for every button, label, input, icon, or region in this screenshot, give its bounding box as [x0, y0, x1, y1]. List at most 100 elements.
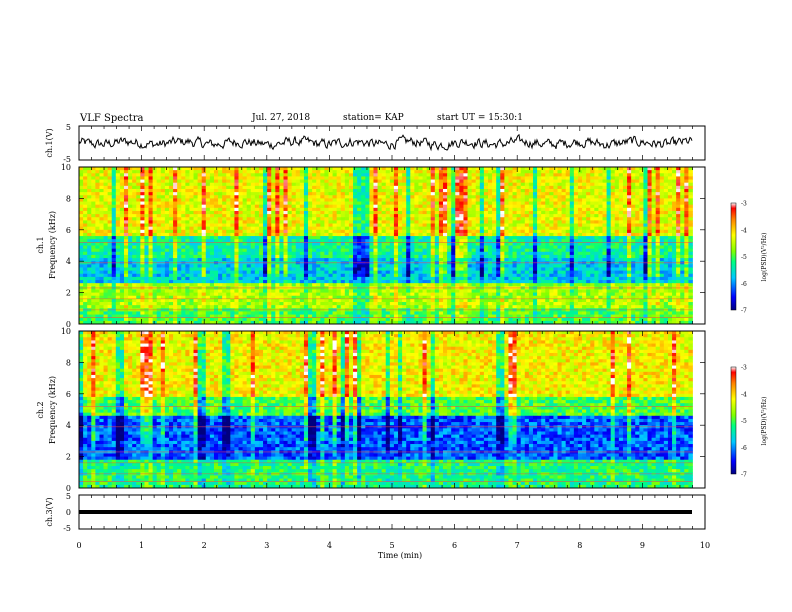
spectrogram-cell	[357, 239, 362, 243]
spectrogram-cell	[410, 248, 415, 253]
spectrogram-cell	[83, 217, 88, 221]
spectrogram-cell	[197, 242, 203, 246]
spectrogram-cell	[676, 185, 681, 190]
spectrogram-cell	[185, 179, 190, 184]
spectrogram-cell	[618, 201, 624, 206]
spectrogram-cell	[267, 192, 272, 196]
spectrogram-cell	[144, 210, 149, 215]
spectrogram-cell	[565, 207, 571, 212]
spectrogram-cell	[532, 248, 538, 253]
spectrogram-cell	[287, 207, 293, 212]
spectrogram-cell	[332, 251, 338, 256]
spectrogram-cell	[667, 226, 673, 231]
spectrogram-cell	[316, 192, 321, 196]
spectrogram-cell	[242, 232, 248, 237]
spectrogram-cell	[160, 232, 166, 237]
spectrogram-cell	[443, 251, 448, 256]
spectrogram-cell	[344, 207, 350, 212]
spectrogram-cell	[602, 232, 607, 237]
spectrogram-cell	[312, 185, 317, 190]
spectrogram-cell	[361, 173, 366, 177]
spectrogram-cell	[455, 192, 460, 196]
spectrogram-cell	[95, 267, 100, 272]
spectrogram-cell	[295, 176, 301, 180]
spectrogram-cell	[672, 264, 677, 268]
spectrogram-cell	[185, 248, 190, 253]
spectrogram-cell	[332, 245, 338, 250]
spectrogram-cell	[672, 254, 677, 259]
spectrogram-cell	[553, 258, 558, 262]
spectrogram-cell	[418, 167, 423, 171]
spectrogram-cell	[173, 251, 178, 256]
spectrogram-cell	[336, 232, 342, 237]
spectrogram-cell	[218, 245, 223, 250]
spectrogram-cell	[152, 167, 158, 171]
spectrogram-cell	[471, 264, 477, 268]
spectrogram-cell	[324, 201, 329, 206]
spectrogram-cell	[418, 173, 423, 177]
spectrogram-cell	[398, 220, 403, 224]
spectrogram-cell	[557, 198, 562, 202]
spectrogram-cell	[586, 173, 591, 177]
spectrogram-cell	[627, 198, 632, 202]
spectrogram-cell	[438, 258, 444, 262]
spectrogram-cell	[234, 245, 239, 250]
spectrogram-cell	[275, 167, 280, 171]
spectrogram-cell	[402, 248, 407, 253]
spectrogram-cell	[99, 267, 104, 272]
spectrogram-cell	[418, 188, 423, 193]
spectrogram-cell	[610, 167, 616, 171]
spectrogram-cell	[144, 217, 149, 221]
spectrogram-cell	[353, 242, 358, 246]
spectrogram-cell	[242, 239, 248, 243]
spectrogram-cell	[303, 207, 309, 212]
spectrogram-cell	[590, 245, 595, 250]
spectrogram-cell	[234, 236, 239, 240]
spectrogram-cell	[500, 192, 505, 196]
spectrogram-cell	[553, 223, 558, 228]
spectrogram-cell	[573, 232, 579, 237]
spectrogram-cell	[684, 207, 689, 212]
spectrogram-cell	[361, 198, 366, 202]
spectrogram-cell	[193, 267, 199, 272]
spectrogram-cell	[250, 223, 256, 228]
spectrogram-cell	[426, 170, 432, 174]
spectrogram-cell	[111, 254, 117, 259]
spectrogram-cell	[291, 267, 297, 272]
spectrogram-cell	[173, 167, 178, 171]
spectrogram-cell	[205, 198, 211, 202]
spectrogram-cell	[561, 217, 567, 221]
spectrogram-cell	[520, 185, 526, 190]
spectrogram-cell	[160, 170, 166, 174]
spectrogram-cell	[606, 220, 612, 224]
spectrogram-cell	[111, 229, 117, 234]
spectrogram-cell	[406, 182, 411, 187]
spectrogram-cell	[455, 167, 460, 171]
spectrogram-cell	[672, 185, 677, 190]
spectrogram-cell	[639, 248, 644, 253]
spectrogram-cell	[508, 167, 513, 171]
spectrogram-cell	[209, 232, 215, 237]
spectrogram-cell	[663, 258, 669, 262]
spectrogram-cell	[438, 195, 444, 199]
spectrogram-cell	[291, 201, 297, 206]
spectrogram-cell	[189, 226, 194, 231]
spectrogram-cell	[361, 229, 366, 234]
spectrogram-cell	[381, 170, 387, 174]
spectrogram-cell	[279, 207, 284, 212]
spectrogram-cell	[602, 226, 607, 231]
spectrogram-cell	[181, 232, 186, 237]
spectrogram-cell	[565, 251, 571, 256]
spectrogram-cell	[479, 236, 485, 240]
spectrogram-cell	[283, 173, 288, 177]
spectrogram-cell	[393, 220, 399, 224]
spectrogram-cell	[238, 217, 243, 221]
spectrogram-cell	[213, 254, 219, 259]
spectrogram-cell	[87, 192, 92, 196]
spectrogram-cell	[332, 192, 338, 196]
spectrogram-cell	[246, 223, 252, 228]
spectrogram-cell	[680, 176, 685, 180]
spectrogram-cell	[651, 239, 657, 243]
spectrogram-cell	[242, 210, 248, 215]
spectrogram-cell	[537, 254, 542, 259]
